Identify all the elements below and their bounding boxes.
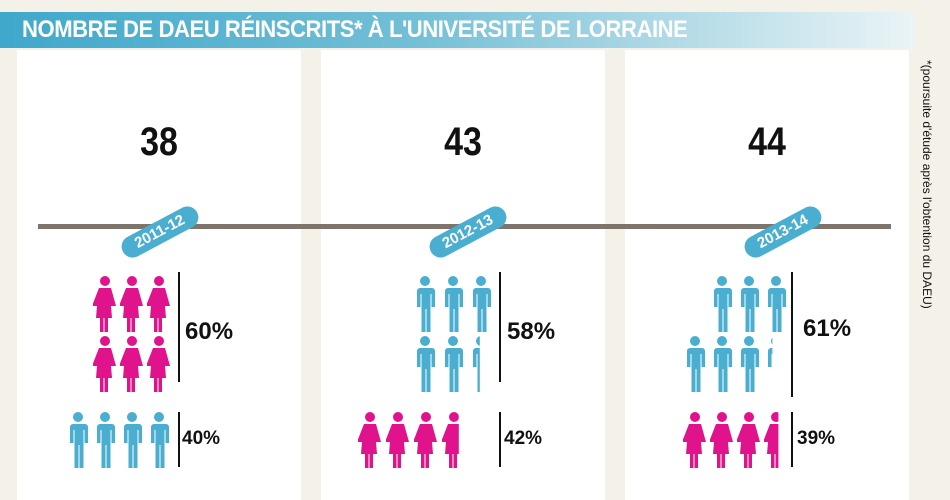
count-2011-12: 38	[140, 120, 178, 164]
man-icon	[151, 412, 169, 468]
man-icon	[445, 336, 463, 392]
woman-icon	[93, 336, 116, 392]
woman-icon	[93, 276, 116, 332]
woman-icon	[120, 336, 143, 392]
count-2012-13: 43	[444, 120, 482, 164]
man-icon	[714, 276, 732, 332]
major-bracket-2013-14	[791, 272, 793, 397]
woman-icon	[386, 412, 409, 468]
man-icon	[417, 336, 435, 392]
major-pct-2013-14: 61%	[803, 315, 852, 342]
minor-pct-2012-13: 42%	[504, 428, 543, 449]
minor-bracket-2011-12	[178, 412, 180, 467]
woman-icon	[358, 412, 381, 468]
man-icon	[768, 276, 786, 332]
man-icon	[741, 276, 759, 332]
woman-icon	[147, 336, 170, 392]
major-bracket-2012-13	[499, 272, 501, 382]
woman-icon	[683, 412, 706, 468]
chart-title: NOMBRE DE DAEU RÉINSCRITS* À L'UNIVERSIT…	[22, 16, 688, 43]
man-icon	[417, 276, 435, 332]
minor-pct-2013-14: 39%	[797, 428, 836, 449]
woman-icon	[710, 412, 733, 468]
count-2013-14: 44	[748, 120, 786, 164]
footnote: *(poursuite d'étude après l'obtention du…	[920, 60, 934, 309]
man-icon	[687, 336, 705, 392]
man-icon	[97, 412, 115, 468]
man-icon	[124, 412, 142, 468]
minor-bracket-2013-14	[791, 412, 793, 467]
woman-icon	[737, 412, 760, 468]
man-icon	[70, 412, 88, 468]
panel-2013-14	[625, 50, 909, 500]
major-bracket-2011-12	[178, 272, 180, 382]
man-icon	[445, 276, 463, 332]
minor-pct-2011-12: 40%	[182, 428, 221, 449]
man-icon	[741, 336, 759, 392]
man-icon	[714, 336, 732, 392]
woman-icon	[414, 412, 437, 468]
major-pct-2011-12: 60%	[185, 318, 234, 345]
woman-icon	[120, 276, 143, 332]
major-pct-2012-13: 58%	[507, 318, 556, 345]
title-bar: NOMBRE DE DAEU RÉINSCRITS* À L'UNIVERSIT…	[0, 12, 915, 48]
man-icon	[473, 276, 491, 332]
minor-bracket-2012-13	[499, 412, 501, 467]
woman-icon	[147, 276, 170, 332]
